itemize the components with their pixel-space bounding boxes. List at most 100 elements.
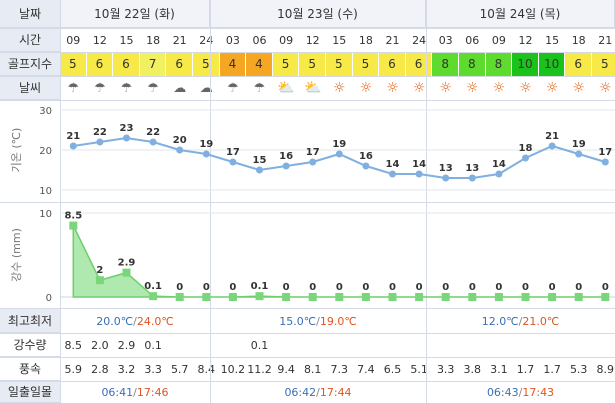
temperature-value: 14	[386, 159, 400, 170]
golf-index-cell: 6	[166, 52, 193, 76]
temperature-point	[309, 158, 317, 166]
max-temp: 19.0℃	[319, 314, 357, 328]
temperature-value: 16	[359, 151, 373, 162]
cloud-icon: ☁	[199, 80, 213, 96]
time-cell: 15	[332, 33, 347, 47]
wind-speed-cell: 3.3	[144, 362, 162, 376]
temperature-value: 14	[492, 159, 506, 170]
time-cell: 21	[172, 33, 187, 47]
temperature-value: 18	[519, 143, 533, 154]
temperature-point	[522, 154, 529, 162]
minmax-day-3: 12.0℃/21.0℃	[426, 309, 615, 333]
temperature-value: 13	[465, 163, 479, 174]
temperature-point	[362, 162, 370, 170]
precipitation-point	[388, 293, 397, 301]
separator: /	[518, 314, 523, 328]
temperature-value: 19	[572, 139, 586, 150]
precipitation-point	[361, 293, 370, 301]
wind-speed-cell: 9.4	[277, 362, 295, 376]
day-header-2: 10월 23일 (수)	[210, 0, 426, 28]
temperature-value: 13	[439, 163, 453, 174]
label-golf-index: 골프지수	[0, 52, 60, 76]
max-temp: 21.0℃	[522, 314, 560, 328]
wind-speed-cell: 8.9	[596, 362, 615, 376]
sun-icon: ☼	[333, 80, 346, 96]
precipitation-value: 0	[362, 282, 369, 293]
temperature-value: 14	[412, 159, 426, 170]
y-tick-label: 20	[39, 146, 52, 157]
golf-index-cell: 5	[193, 52, 220, 76]
precipitation-value: 0	[176, 282, 183, 293]
precipitation-value: 0	[522, 282, 529, 293]
row-divider	[0, 28, 615, 29]
temperature-value: 17	[306, 147, 320, 158]
row-divider	[0, 100, 615, 101]
y-tick-label: 0	[46, 293, 52, 304]
wind-speed-cell: 7.3	[330, 362, 349, 376]
temperature-point	[575, 150, 583, 158]
sun-day-2: 06:42/17:44	[210, 381, 426, 403]
golf-index-cell: 5	[592, 52, 615, 76]
golf-index-cell: 7	[139, 52, 167, 76]
sun-day-3: 06:43/17:43	[426, 381, 615, 403]
rain-amount-cell	[406, 333, 433, 357]
label-weather: 날씨	[0, 76, 60, 100]
wind-speed-cell: 1.7	[543, 362, 561, 376]
precipitation-point	[335, 293, 344, 301]
rain-amount-cell	[565, 333, 592, 357]
temperature-value: 17	[226, 147, 240, 158]
temperature-point	[229, 158, 237, 166]
precipitation-chart: 0 10 강수 (mm) 8.5 2 2.9 0.1 0 0 0 0.1 0 0 0 0 0 0 0 0 0 0 0 0 0	[10, 209, 615, 304]
wind-speed-cell: 8.4	[197, 362, 216, 376]
separator: /	[316, 385, 320, 399]
partly-sunny-icon: ⛅	[303, 80, 322, 96]
precipitation-value: 0	[203, 282, 210, 293]
golf-index-cell: 8	[459, 52, 486, 76]
temperature-point	[495, 170, 503, 178]
precipitation-value: 0	[389, 282, 396, 293]
precipitation-value: 0	[442, 282, 449, 293]
sunset: 17:46	[136, 385, 169, 399]
sunset: 17:44	[319, 385, 352, 399]
y-axis-label: 기온 (℃)	[10, 128, 23, 173]
day-header-1: 10월 22일 (화)	[60, 0, 210, 28]
temperature-point	[123, 134, 130, 142]
precipitation-value: 0	[495, 282, 502, 293]
sun-icon: ☼	[359, 80, 373, 96]
sunrise: 06:41	[101, 385, 134, 399]
minmax-day-1: 20.0℃/24.0℃	[60, 309, 210, 333]
precipitation-point	[202, 293, 211, 301]
precipitation-point	[228, 293, 237, 301]
rain-amount-cell	[166, 333, 193, 357]
temperature-point	[548, 142, 556, 150]
temperature-point	[96, 138, 104, 146]
rain-amount-cell	[459, 333, 486, 357]
label-date: 날짜	[0, 0, 60, 28]
time-cell: 15	[545, 33, 560, 47]
time-cell: 24	[412, 33, 427, 47]
y-tick-label: 30	[39, 106, 52, 117]
rain-amount-cell: 0.1	[250, 338, 269, 352]
row-divider	[0, 52, 615, 53]
wind-speed-cell: 5.1	[410, 362, 428, 376]
wind-speed-cell: 1.7	[516, 362, 535, 376]
temperature-point	[601, 158, 609, 166]
y-axis-label: 강수 (mm)	[10, 228, 23, 282]
rain-cloud-icon: ☂	[227, 80, 239, 96]
temperature-value: 19	[332, 139, 346, 150]
golf-index-cell: 6	[565, 52, 592, 76]
sun-icon: ☼	[386, 80, 399, 96]
precipitation-point	[494, 293, 503, 301]
golf-index-cell: 6	[86, 52, 114, 76]
min-temp: 15.0℃	[279, 314, 317, 328]
rain-amount-cell	[273, 333, 300, 357]
row-divider	[0, 357, 615, 358]
row-divider	[0, 76, 615, 77]
time-cell: 03	[438, 33, 453, 47]
rain-amount-cell	[379, 333, 406, 357]
rain-amount-cell: 0.1	[144, 338, 162, 352]
row-divider	[0, 333, 615, 334]
precipitation-value: 2	[96, 265, 103, 276]
wind-speed-cell: 5.7	[170, 362, 189, 376]
precipitation-value: 0.1	[251, 281, 269, 292]
